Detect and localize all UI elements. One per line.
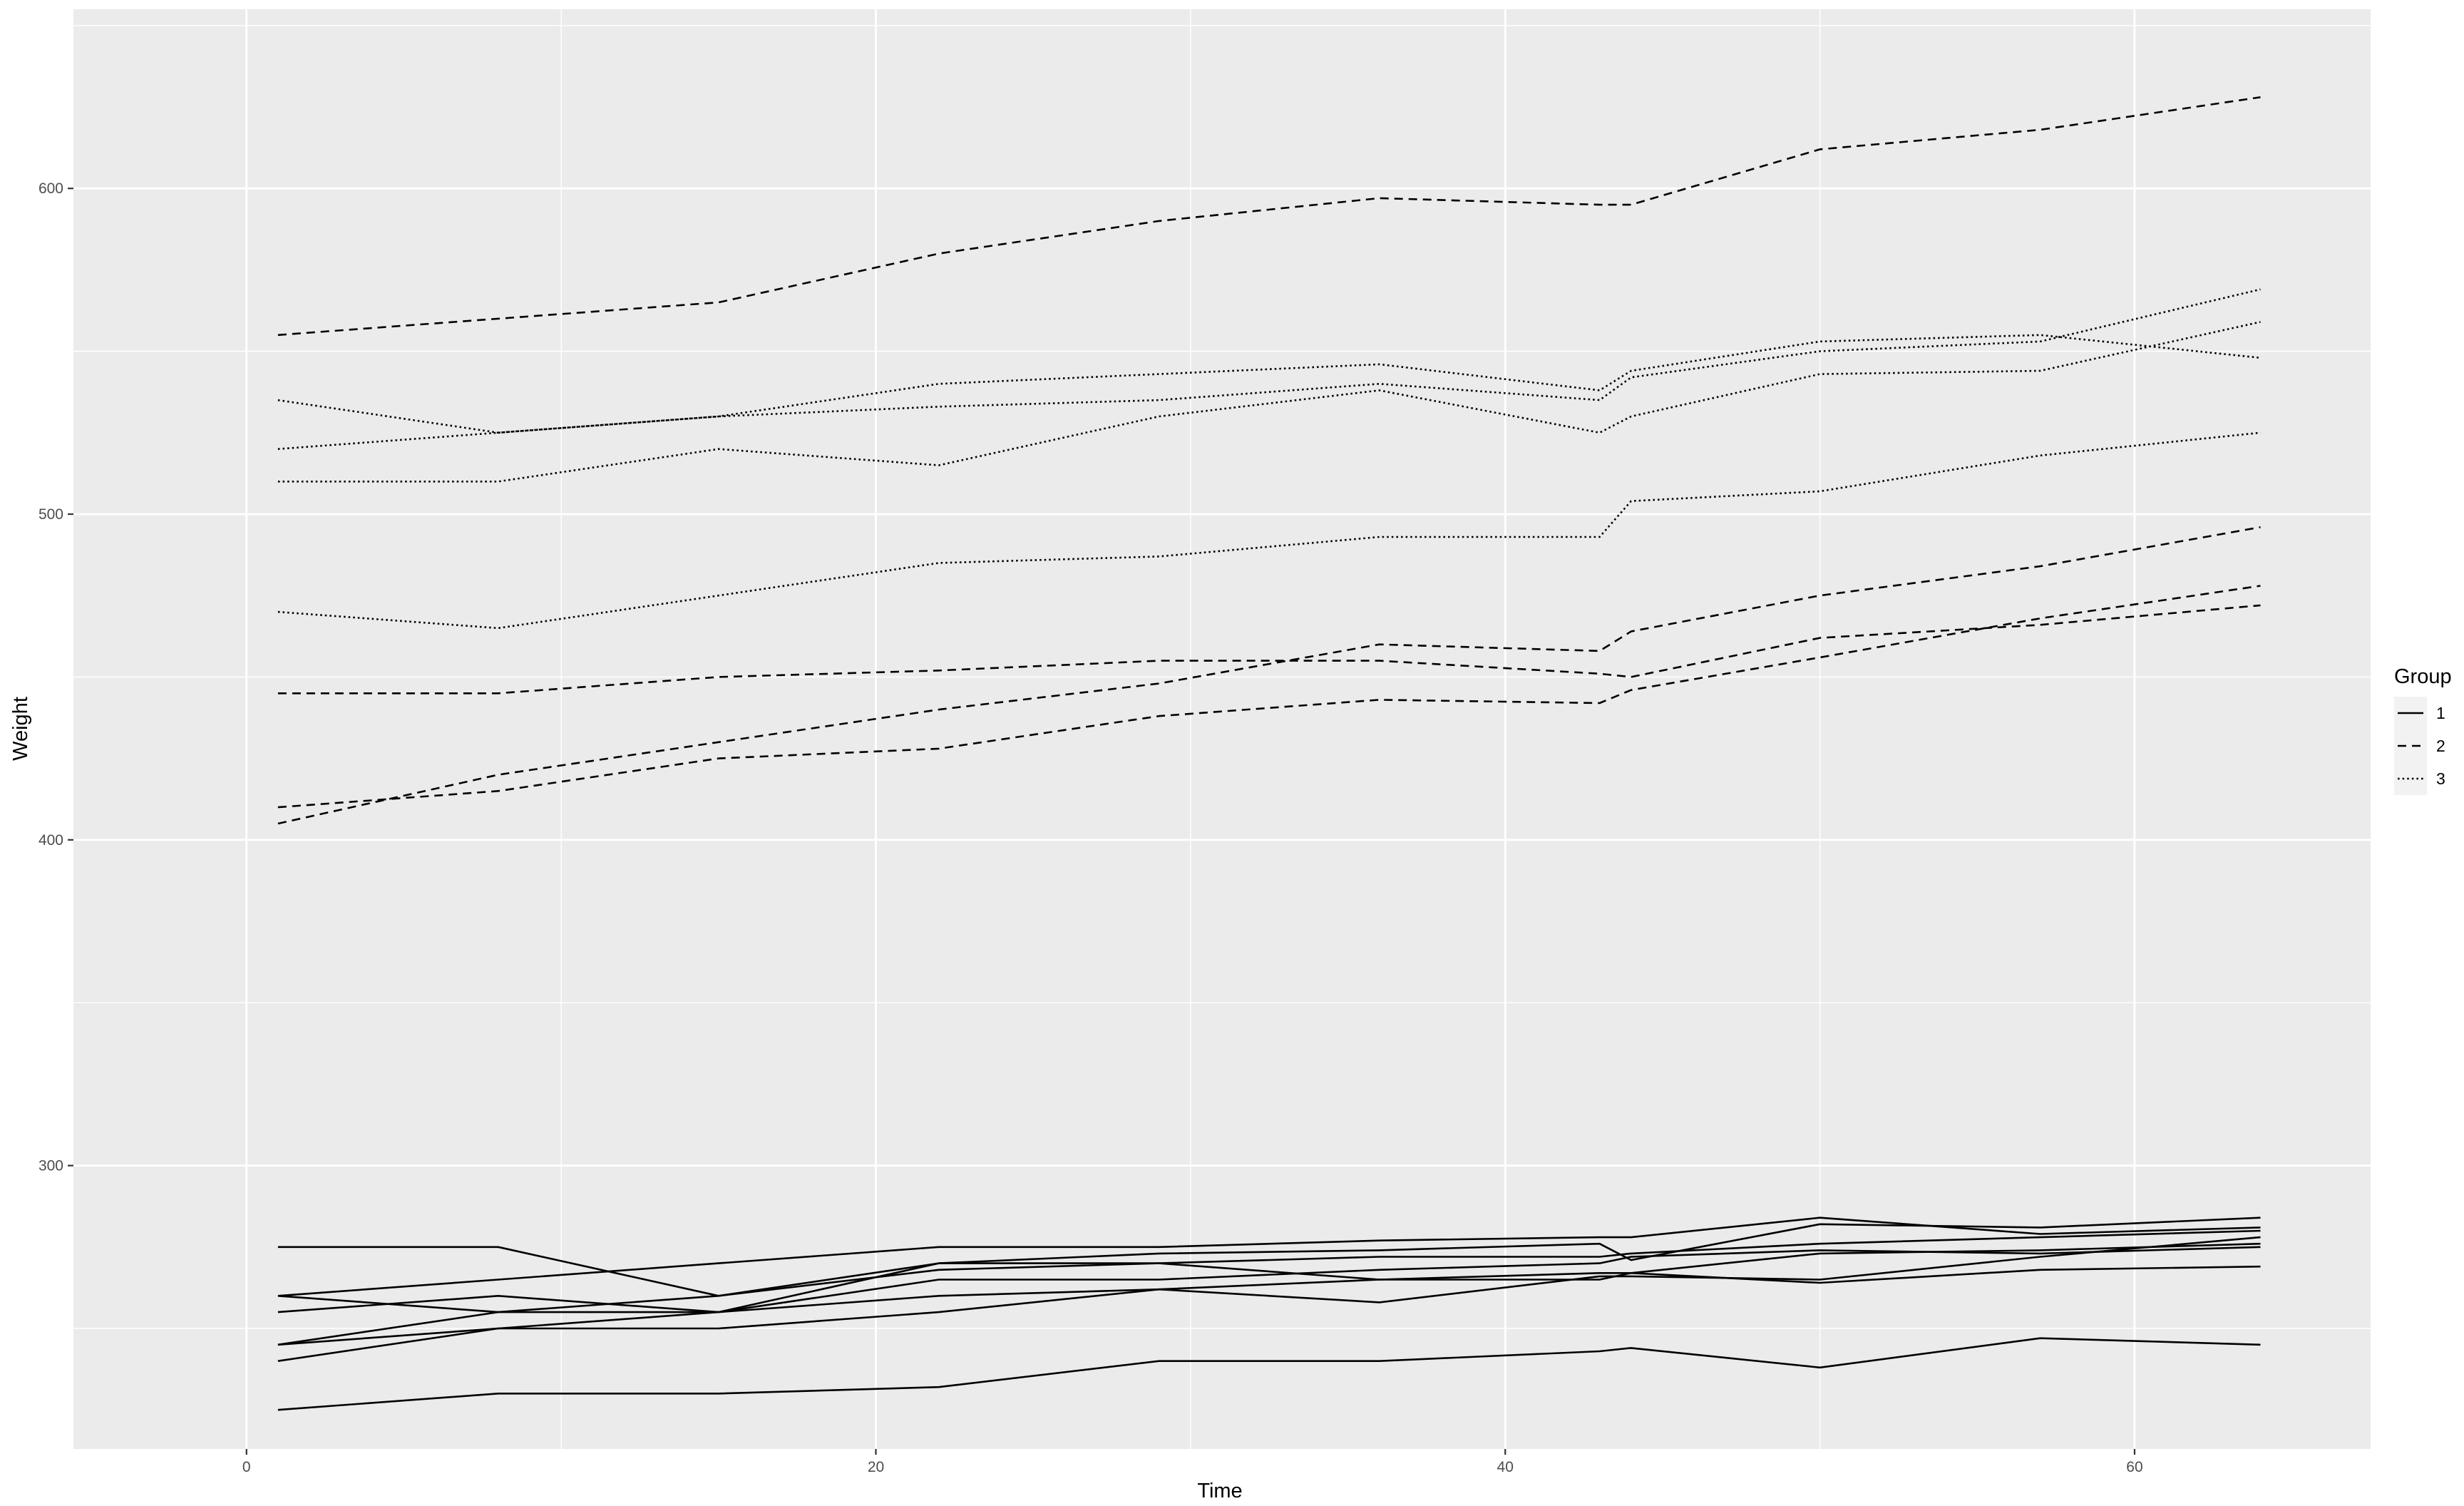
x-axis: 0 20 40 60	[242, 1449, 2143, 1475]
series-line-group-2	[277, 604, 2261, 695]
x-tick-label: 40	[1497, 1459, 1514, 1475]
series-line-group-3	[277, 431, 2261, 630]
legend: Group 1 2 3	[2394, 665, 2452, 795]
y-tick-label: 300	[38, 1158, 63, 1174]
x-tick-label: 20	[868, 1459, 884, 1475]
series-line-group-2	[277, 526, 2261, 825]
plot-panel	[73, 9, 2371, 1449]
y-axis: 300 400 500 600	[38, 180, 73, 1174]
y-tick-label: 600	[38, 180, 63, 197]
x-axis-title: Time	[1197, 1480, 1242, 1502]
series-line-group-1	[277, 1242, 2261, 1313]
series-line-group-1	[277, 1216, 2261, 1297]
y-axis-title: Weight	[9, 697, 32, 761]
x-tick-label: 60	[2126, 1459, 2142, 1475]
y-tick-label: 400	[38, 832, 63, 849]
legend-label: 1	[2436, 704, 2445, 722]
gridlines	[73, 9, 2371, 1449]
legend-title: Group	[2394, 665, 2452, 688]
series-line-group-2	[277, 585, 2261, 809]
series-line-group-1	[277, 1229, 2261, 1346]
series-line-group-2	[277, 96, 2261, 337]
series-line-group-3	[277, 288, 2261, 450]
series-line-group-3	[277, 334, 2261, 434]
series-line-group-1	[277, 1337, 2261, 1411]
legend-label: 2	[2436, 737, 2445, 755]
y-tick-label: 500	[38, 506, 63, 523]
series-lines	[277, 96, 2261, 1411]
series-line-group-1	[277, 1216, 2261, 1297]
series-line-group-1	[277, 1236, 2261, 1362]
x-tick-label: 0	[242, 1459, 251, 1475]
legend-label: 3	[2436, 769, 2445, 788]
series-line-group-3	[277, 321, 2261, 483]
series-line-group-1	[277, 1246, 2261, 1313]
